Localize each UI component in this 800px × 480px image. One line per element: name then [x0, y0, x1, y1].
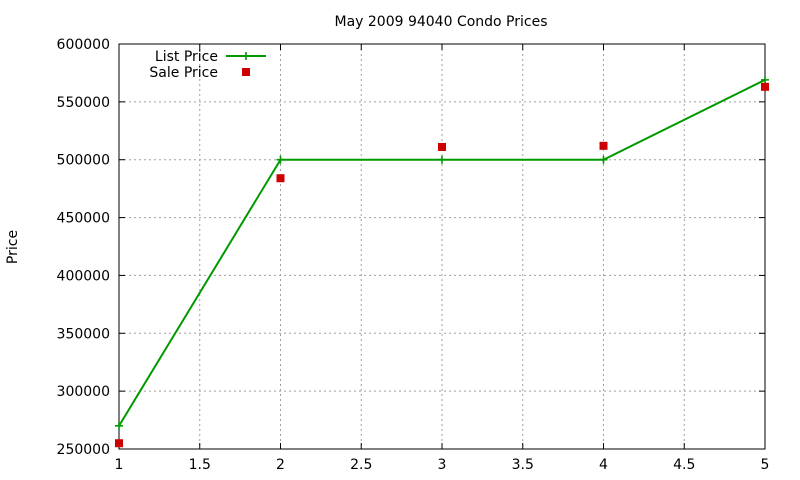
- data-point: [599, 141, 608, 150]
- data-point: [761, 75, 769, 84]
- x-tick-label: 4.5: [673, 457, 695, 473]
- y-axis-label: Price: [5, 230, 21, 264]
- y-tick-label: 300000: [57, 384, 110, 400]
- series-sale-price: [115, 82, 769, 448]
- y-tick-label: 450000: [57, 211, 110, 227]
- y-tick-label: 600000: [57, 37, 110, 53]
- x-tick-label: 1.5: [189, 457, 211, 473]
- grid: [119, 44, 765, 449]
- data-point: [115, 421, 123, 430]
- y-tick-label: 400000: [57, 268, 110, 284]
- series-list-price: [115, 75, 769, 430]
- x-tick-label: 2.5: [350, 457, 372, 473]
- x-tick-label: 2: [276, 457, 285, 473]
- series: [115, 75, 769, 448]
- chart-title: May 2009 94040 Condo Prices: [334, 14, 547, 30]
- x-tick-label: 5: [761, 457, 770, 473]
- data-point: [276, 174, 285, 183]
- legend-label: Sale Price: [149, 65, 218, 81]
- legend-marker: [242, 68, 250, 76]
- y-tick-label: 500000: [57, 153, 110, 169]
- x-tick-label: 3.5: [512, 457, 534, 473]
- data-point: [761, 82, 769, 91]
- data-point: [438, 155, 446, 164]
- y-tick-label: 350000: [57, 326, 110, 342]
- legend-label: List Price: [155, 49, 218, 65]
- axis-ticks: 1 1.5 2 2.5 3 3.5 4 4.5 5 250000 300000 350000 40000…: [57, 37, 770, 473]
- x-tick-label: 3: [438, 457, 447, 473]
- data-point: [438, 142, 446, 151]
- data-point: [599, 155, 608, 164]
- y-tick-label: 250000: [57, 442, 110, 458]
- series-line: [118, 78, 766, 427]
- legend-marker: [242, 52, 250, 60]
- x-tick-label: 4: [599, 457, 608, 473]
- x-tick-label: 1: [115, 457, 124, 473]
- data-point: [276, 155, 285, 164]
- y-tick-label: 550000: [57, 95, 110, 111]
- data-point: [115, 439, 123, 448]
